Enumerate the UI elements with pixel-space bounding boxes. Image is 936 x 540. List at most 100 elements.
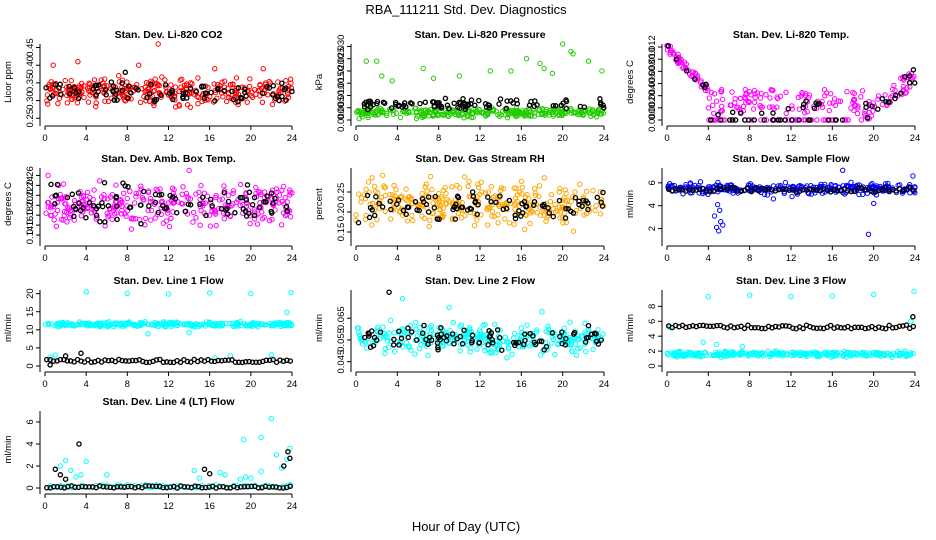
- x-tick-label: 12: [786, 379, 797, 390]
- data-point: [879, 325, 886, 331]
- x-tick-label: 24: [910, 379, 921, 390]
- y-tick-label: 0.045: [336, 350, 347, 374]
- data-point: [906, 80, 913, 86]
- figure-title: RBA_111211 Std. Dev. Diagnostics: [365, 2, 567, 17]
- data-point: [745, 185, 751, 192]
- data-point: [185, 201, 192, 207]
- data-point: [68, 467, 74, 474]
- data-point: [180, 94, 186, 100]
- data-point: [113, 182, 119, 188]
- data-point: [521, 226, 528, 233]
- data-point: [474, 335, 481, 341]
- data-point: [251, 194, 258, 201]
- panel-title: Stan. Dev. Line 2 Flow: [425, 275, 536, 287]
- data-point: [508, 68, 514, 74]
- data-point: [259, 99, 266, 106]
- data-point: [124, 290, 131, 296]
- data-point: [562, 210, 568, 216]
- data-point: [110, 83, 117, 89]
- data-point: [98, 77, 104, 83]
- data-point: [547, 199, 554, 205]
- data-point: [64, 100, 71, 106]
- data-point: [859, 88, 866, 94]
- data-point: [119, 357, 125, 364]
- data-point: [370, 342, 377, 349]
- data-point: [361, 334, 368, 341]
- data-point: [270, 356, 276, 363]
- data-point: [172, 84, 179, 90]
- data-point: [745, 182, 752, 188]
- data-point: [79, 80, 85, 87]
- data-point: [429, 99, 436, 105]
- data-point: [93, 82, 100, 89]
- x-tick-label: 4: [84, 501, 89, 512]
- data-point: [576, 198, 582, 205]
- data-point: [874, 350, 880, 357]
- data-point: [532, 185, 538, 192]
- data-point: [386, 344, 392, 350]
- data-point: [731, 324, 737, 331]
- data-point: [795, 183, 802, 190]
- data-point: [187, 196, 194, 202]
- data-point: [811, 105, 818, 111]
- data-point: [408, 329, 415, 335]
- data-point: [209, 203, 215, 209]
- data-point: [50, 358, 57, 364]
- data-point: [238, 95, 245, 102]
- data-point: [511, 330, 518, 337]
- data-point: [219, 79, 225, 85]
- data-point: [269, 484, 276, 490]
- data-point: [279, 80, 285, 86]
- x-tick-label: 16: [204, 253, 215, 264]
- data-point: [719, 87, 725, 93]
- data-point: [239, 359, 246, 366]
- data-point: [374, 216, 380, 223]
- data-point: [819, 104, 826, 110]
- x-tick-label: 4: [84, 253, 89, 264]
- data-point: [757, 95, 764, 101]
- data-point: [488, 199, 494, 205]
- data-point: [123, 213, 129, 219]
- data-point: [168, 215, 174, 222]
- data-point: [373, 193, 379, 200]
- data-point: [594, 109, 600, 116]
- data-point: [412, 199, 419, 205]
- data-point: [886, 322, 892, 329]
- data-point: [715, 117, 722, 123]
- y-tick-label: 2: [647, 348, 658, 353]
- data-point: [758, 90, 764, 97]
- data-point: [245, 483, 251, 490]
- data-point: [201, 95, 208, 102]
- data-point: [827, 91, 834, 97]
- data-point: [160, 484, 166, 491]
- data-point: [392, 348, 398, 355]
- data-point: [133, 190, 139, 197]
- data-point: [750, 106, 757, 112]
- data-point: [379, 204, 386, 210]
- data-point: [145, 321, 151, 327]
- data-point: [514, 100, 521, 107]
- y-tick-label: 0.065: [336, 306, 347, 330]
- data-point: [266, 484, 272, 490]
- data-point: [456, 201, 462, 207]
- series-instrument: [664, 288, 917, 360]
- data-point: [425, 341, 431, 348]
- data-point: [241, 484, 248, 490]
- data-point: [468, 114, 475, 121]
- data-point: [268, 208, 274, 215]
- data-point: [840, 167, 846, 174]
- data-point: [558, 338, 564, 344]
- data-point: [903, 322, 910, 328]
- data-point: [775, 95, 781, 102]
- data-point: [869, 103, 875, 109]
- data-point: [90, 202, 97, 209]
- data-point: [422, 184, 428, 190]
- data-point: [524, 331, 531, 337]
- data-point: [562, 215, 569, 221]
- x-tick-label: 20: [246, 379, 257, 390]
- data-point: [243, 197, 250, 203]
- data-point: [397, 114, 404, 121]
- data-point: [536, 338, 543, 344]
- data-point: [405, 204, 412, 211]
- data-point: [377, 329, 384, 335]
